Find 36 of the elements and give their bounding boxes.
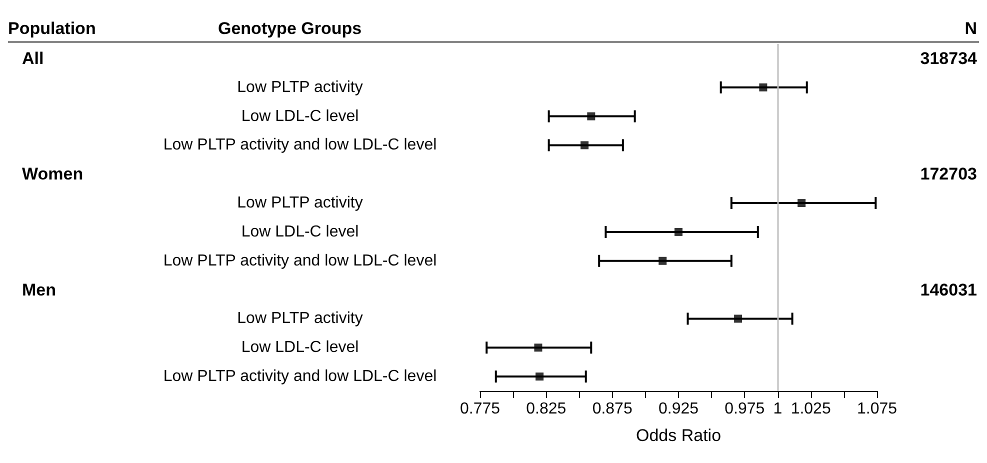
- y-tick-label: Low LDL-C level: [241, 108, 359, 125]
- text: Women: [22, 164, 84, 184]
- x-axis-title: Odds Ratio: [636, 426, 722, 445]
- text: 172703: [920, 164, 977, 184]
- y-tick-label: Low PLTP activity and low LDL-C level: [163, 368, 437, 386]
- y-tick-label: Low LDL-C level: [241, 223, 359, 240]
- text: All: [22, 48, 44, 68]
- point: [587, 112, 596, 120]
- y-tick-label: Low PLTP activity: [237, 194, 363, 212]
- x-tick-label: 1: [773, 400, 782, 418]
- point: [759, 83, 768, 92]
- point: [536, 372, 544, 381]
- text: Genotype Groups: [218, 19, 362, 38]
- point: [534, 344, 542, 352]
- x-tick-label: 0.825: [526, 400, 566, 418]
- text: 146031: [920, 280, 977, 300]
- text: Men: [22, 280, 56, 300]
- y-tick-label: Low LDL-C level: [241, 339, 359, 356]
- point: [734, 314, 742, 323]
- x-tick-label: 0.875: [592, 400, 632, 418]
- x-tick-label: 1.025: [790, 400, 831, 418]
- text: N: [964, 19, 977, 38]
- y-tick-label: Low PLTP activity: [237, 310, 363, 328]
- x-tick-label: 1.075: [856, 400, 898, 418]
- point: [798, 199, 806, 208]
- x-tick-label: 0.975: [724, 400, 765, 418]
- text: 318734: [920, 48, 978, 68]
- point: [658, 256, 667, 265]
- y-tick-label: Low PLTP activity and low LDL-C level: [163, 252, 437, 270]
- point: [674, 228, 682, 236]
- text: Population: [8, 19, 96, 38]
- y-tick-label: Low PLTP activity and low LDL-C level: [163, 136, 437, 154]
- y-tick-label: Low PLTP activity: [237, 78, 363, 96]
- x-tick-label: 0.775: [460, 400, 500, 418]
- x-tick-label: 0.925: [658, 400, 699, 418]
- point: [580, 141, 589, 150]
